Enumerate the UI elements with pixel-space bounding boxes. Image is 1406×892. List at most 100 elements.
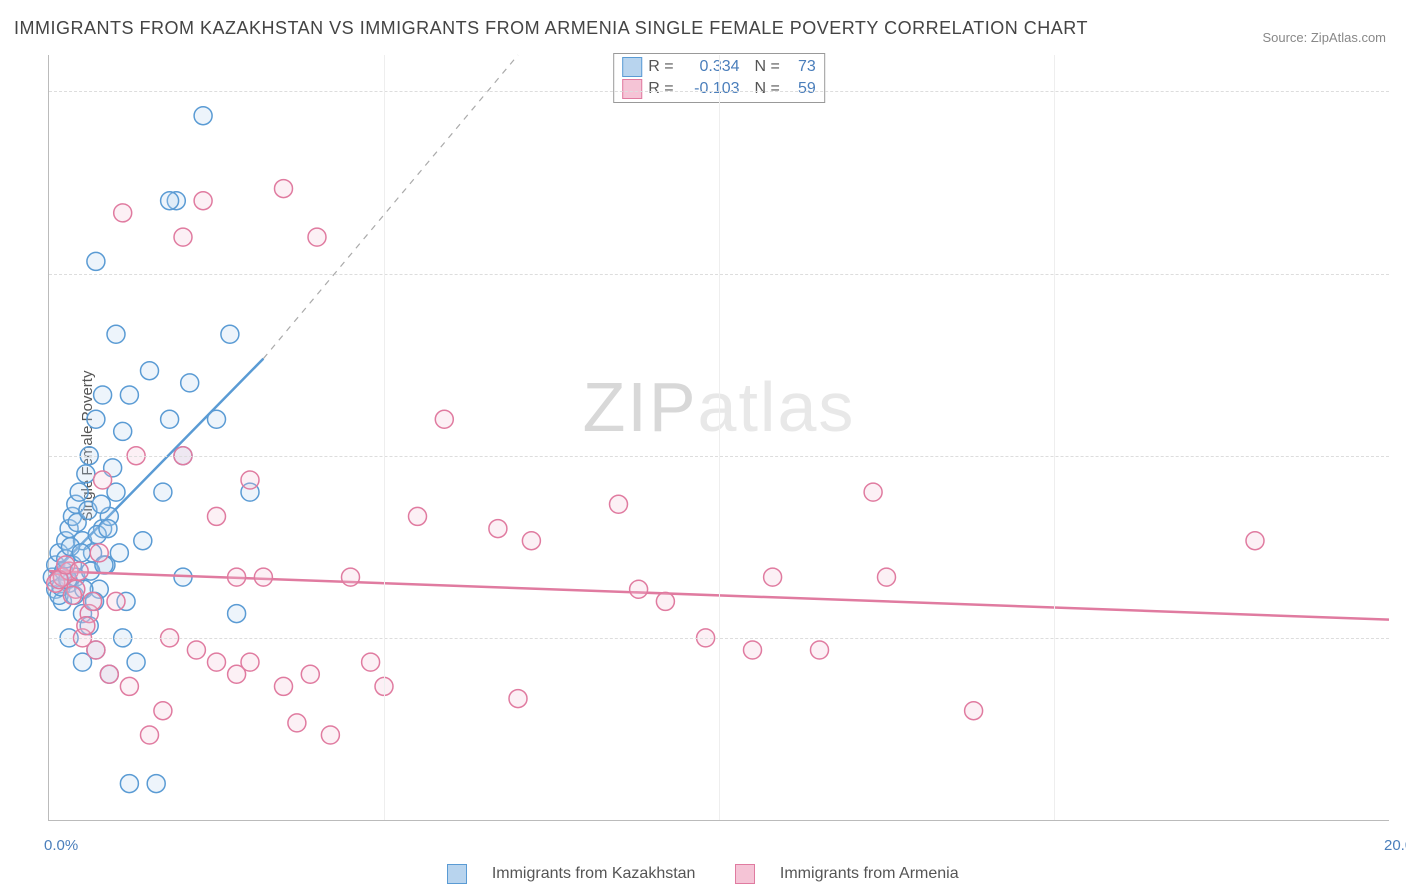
data-point: [114, 422, 132, 440]
data-point: [208, 410, 226, 428]
data-point: [194, 192, 212, 210]
data-point: [134, 532, 152, 550]
gridline-v: [384, 55, 385, 820]
data-point: [147, 775, 165, 793]
x-tick-label: 20.0%: [1384, 837, 1406, 854]
data-point: [509, 690, 527, 708]
data-point: [161, 192, 179, 210]
data-point: [362, 653, 380, 671]
data-point: [92, 495, 110, 513]
data-point: [99, 520, 117, 538]
data-point: [409, 507, 427, 525]
data-point: [241, 653, 259, 671]
data-point: [84, 592, 102, 610]
data-point: [208, 653, 226, 671]
data-point: [308, 228, 326, 246]
data-point: [70, 483, 88, 501]
data-point: [435, 410, 453, 428]
legend-n-value: 59: [786, 80, 816, 98]
data-point: [221, 325, 239, 343]
legend-n-label: N =: [746, 80, 780, 98]
data-point: [70, 562, 88, 580]
data-point: [94, 386, 112, 404]
legend-item: Immigrants from Kazakhstan: [437, 865, 705, 882]
legend-swatch: [622, 79, 642, 99]
legend-swatch: [622, 57, 642, 77]
x-tick-label: 0.0%: [44, 837, 78, 854]
data-point: [965, 702, 983, 720]
data-point: [254, 568, 272, 586]
data-point: [275, 677, 293, 695]
data-point: [194, 107, 212, 125]
legend-label: Immigrants from Armenia: [780, 865, 959, 882]
data-point: [161, 410, 179, 428]
data-point: [141, 362, 159, 380]
data-point: [120, 775, 138, 793]
data-point: [87, 641, 105, 659]
data-point: [110, 544, 128, 562]
data-point: [1246, 532, 1264, 550]
legend-r-value: 0.334: [680, 58, 740, 76]
data-point: [107, 325, 125, 343]
data-point: [120, 677, 138, 695]
regression-extrapolation: [263, 55, 518, 359]
data-point: [72, 544, 90, 562]
data-point: [94, 471, 112, 489]
data-point: [174, 228, 192, 246]
gridline-v: [1054, 55, 1055, 820]
legend-swatch: [447, 864, 467, 884]
y-tick-label: 15.0%: [1394, 629, 1406, 646]
data-point: [100, 665, 118, 683]
legend-item: Immigrants from Armenia: [725, 865, 968, 882]
data-point: [63, 586, 81, 604]
plot-area: ZIPatlas R =0.334 N =73R =-0.103 N =59 1…: [48, 55, 1389, 821]
data-point: [87, 252, 105, 270]
data-point: [77, 617, 95, 635]
data-point: [288, 714, 306, 732]
data-point: [77, 465, 95, 483]
y-tick-label: 45.0%: [1394, 265, 1406, 282]
legend-n-value: 73: [786, 58, 816, 76]
data-point: [241, 471, 259, 489]
legend-swatch: [735, 864, 755, 884]
data-point: [321, 726, 339, 744]
data-point: [275, 180, 293, 198]
data-point: [228, 605, 246, 623]
data-point: [656, 592, 674, 610]
data-point: [154, 702, 172, 720]
data-point: [187, 641, 205, 659]
data-point: [489, 520, 507, 538]
legend-r-label: R =: [648, 80, 673, 98]
chart-title: IMMIGRANTS FROM KAZAKHSTAN VS IMMIGRANTS…: [14, 18, 1088, 39]
y-tick-label: 60.0%: [1394, 83, 1406, 100]
legend-r-label: R =: [648, 58, 673, 76]
data-point: [864, 483, 882, 501]
data-point: [764, 568, 782, 586]
data-point: [114, 204, 132, 222]
data-point: [90, 544, 108, 562]
data-point: [141, 726, 159, 744]
data-point: [301, 665, 319, 683]
data-point: [127, 653, 145, 671]
data-point: [208, 507, 226, 525]
data-point: [342, 568, 360, 586]
legend-r-value: -0.103: [680, 80, 740, 98]
data-point: [228, 568, 246, 586]
y-tick-label: 30.0%: [1394, 447, 1406, 464]
data-point: [181, 374, 199, 392]
data-point: [878, 568, 896, 586]
data-point: [744, 641, 762, 659]
data-point: [610, 495, 628, 513]
data-point: [107, 592, 125, 610]
legend-series: Immigrants from Kazakhstan Immigrants fr…: [0, 864, 1406, 884]
gridline-v: [719, 55, 720, 820]
data-point: [120, 386, 138, 404]
data-point: [87, 410, 105, 428]
data-point: [630, 580, 648, 598]
data-point: [811, 641, 829, 659]
source-label: Source: ZipAtlas.com: [1262, 30, 1386, 45]
legend-label: Immigrants from Kazakhstan: [492, 865, 696, 882]
data-point: [522, 532, 540, 550]
legend-n-label: N =: [746, 58, 780, 76]
data-point: [154, 483, 172, 501]
